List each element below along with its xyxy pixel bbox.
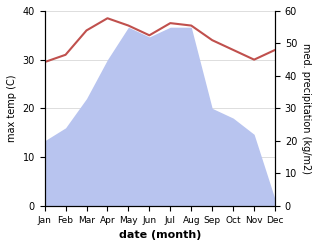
X-axis label: date (month): date (month)	[119, 230, 201, 240]
Y-axis label: max temp (C): max temp (C)	[7, 75, 17, 142]
Y-axis label: med. precipitation (kg/m2): med. precipitation (kg/m2)	[301, 43, 311, 174]
